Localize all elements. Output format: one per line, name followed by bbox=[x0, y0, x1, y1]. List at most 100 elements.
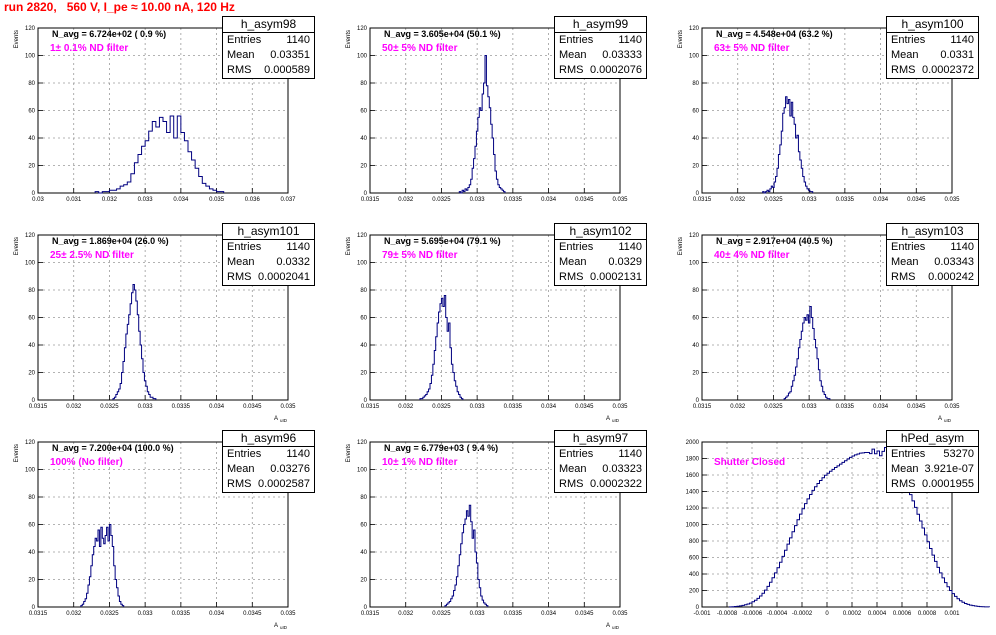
histogram-bin bbox=[905, 483, 908, 607]
histogram-bin bbox=[805, 504, 808, 607]
histogram-bin bbox=[181, 133, 185, 194]
x-tick-label: 0.033 bbox=[802, 197, 818, 203]
stats-mean-row: Mean 3.921e-07 bbox=[887, 462, 978, 477]
y-tick-label: 20 bbox=[692, 164, 699, 170]
stats-value: 1140 bbox=[286, 447, 310, 462]
stats-value: 0.0331 bbox=[940, 48, 974, 63]
histogram-bin bbox=[132, 293, 133, 400]
histogram-bin bbox=[855, 455, 858, 607]
x-tick-label: -0.0004 bbox=[767, 611, 788, 617]
histogram-bin bbox=[815, 487, 818, 607]
histogram-bin bbox=[806, 320, 807, 400]
stats-label: Entries bbox=[559, 33, 593, 48]
y-tick-label: 20 bbox=[360, 578, 367, 584]
histogram-bin bbox=[199, 177, 203, 194]
x-tick-label: 0.0325 bbox=[100, 404, 119, 410]
histogram-bin bbox=[845, 461, 848, 607]
filter-label: 63± 5% ND filter bbox=[714, 43, 790, 54]
histogram-bin bbox=[807, 315, 808, 400]
stats-value: 0.000242 bbox=[928, 270, 974, 285]
y-tick-label: 120 bbox=[25, 233, 36, 239]
stats-label: Mean bbox=[891, 462, 919, 477]
histogram-bin bbox=[811, 318, 812, 401]
y-tick-label: 100 bbox=[25, 261, 36, 267]
x-tick-label: 0.034 bbox=[873, 404, 889, 410]
x-tick-label: 0.0315 bbox=[693, 404, 712, 410]
y-tick-label: 60 bbox=[360, 109, 367, 115]
histogram-bin bbox=[163, 122, 167, 194]
y-tick-label: 40 bbox=[692, 343, 699, 349]
histogram-bin bbox=[787, 544, 790, 607]
stats-value: 1140 bbox=[950, 240, 974, 255]
x-tick-label: 0.035 bbox=[280, 611, 296, 617]
y-axis-title: Events bbox=[14, 30, 20, 48]
y-axis-title: Events bbox=[678, 30, 684, 48]
x-tick-label: 0.001 bbox=[944, 611, 960, 617]
stats-value: 0.000589 bbox=[264, 63, 310, 78]
y-tick-label: 80 bbox=[360, 288, 367, 294]
stats-label: RMS bbox=[227, 270, 251, 285]
x-tick-label: 0.035 bbox=[612, 197, 628, 203]
histogram-bin bbox=[782, 556, 785, 607]
stats-label: Entries bbox=[227, 447, 261, 462]
y-tick-label: 1000 bbox=[686, 523, 700, 529]
histogram-bin bbox=[192, 160, 196, 193]
y-tick-label: 400 bbox=[689, 572, 700, 578]
x-tick-label: -0.0002 bbox=[792, 611, 813, 617]
y-tick-label: 100 bbox=[689, 54, 700, 60]
histogram-bin bbox=[124, 185, 128, 193]
stats-label: RMS bbox=[227, 63, 251, 78]
histogram-bin bbox=[870, 454, 873, 607]
y-tick-label: 40 bbox=[28, 550, 35, 556]
x-tick-label: 0.032 bbox=[66, 611, 82, 617]
histogram-bin bbox=[120, 186, 124, 193]
histogram-bin bbox=[786, 97, 787, 193]
histogram-bin bbox=[875, 454, 878, 607]
histogram-name: h_asym103 bbox=[887, 224, 978, 240]
histogram-bin bbox=[117, 189, 121, 193]
y-tick-label: 100 bbox=[25, 54, 36, 60]
x-tick-label: 0.033 bbox=[138, 611, 154, 617]
y-tick-label: 60 bbox=[28, 109, 35, 115]
histogram-bin bbox=[792, 532, 795, 607]
histogram-name: h_asym102 bbox=[555, 224, 646, 240]
x-tick-label: 0.0325 bbox=[432, 197, 451, 203]
stats-label: RMS bbox=[891, 270, 915, 285]
histogram-bin bbox=[922, 528, 925, 607]
histogram-bin bbox=[209, 189, 213, 193]
histogram-bin bbox=[465, 519, 466, 607]
x-tick-label: 0.0315 bbox=[361, 611, 380, 617]
histogram-series bbox=[81, 525, 124, 608]
y-tick-label: 80 bbox=[692, 288, 699, 294]
stats-label: Entries bbox=[891, 33, 925, 48]
histogram-bin bbox=[439, 312, 440, 400]
histogram-bin bbox=[479, 108, 480, 193]
n-avg-label: N_avg = 7.200e+04 (100.0 %) bbox=[52, 443, 174, 453]
y-tick-label: 200 bbox=[689, 589, 700, 595]
stats-label: Entries bbox=[891, 240, 925, 255]
x-tick-label: 0.032 bbox=[730, 197, 746, 203]
x-tick-label: 0.035 bbox=[209, 197, 225, 203]
histogram-bin bbox=[930, 548, 933, 607]
histogram-series bbox=[784, 307, 830, 401]
y-tick-label: 20 bbox=[360, 164, 367, 170]
stats-label: RMS bbox=[559, 477, 583, 492]
stats-label: Mean bbox=[559, 48, 587, 63]
stats-value: 3.921e-07 bbox=[924, 462, 974, 477]
y-tick-label: 120 bbox=[357, 440, 368, 446]
stats-entries-row: Entries 1140 bbox=[887, 240, 978, 255]
x-tick-label: 0.034 bbox=[541, 404, 557, 410]
histogram-bin bbox=[837, 466, 840, 607]
x-tick-label: 0.034 bbox=[209, 404, 225, 410]
histogram-bin bbox=[152, 122, 156, 194]
stats-value: 53270 bbox=[943, 447, 974, 462]
